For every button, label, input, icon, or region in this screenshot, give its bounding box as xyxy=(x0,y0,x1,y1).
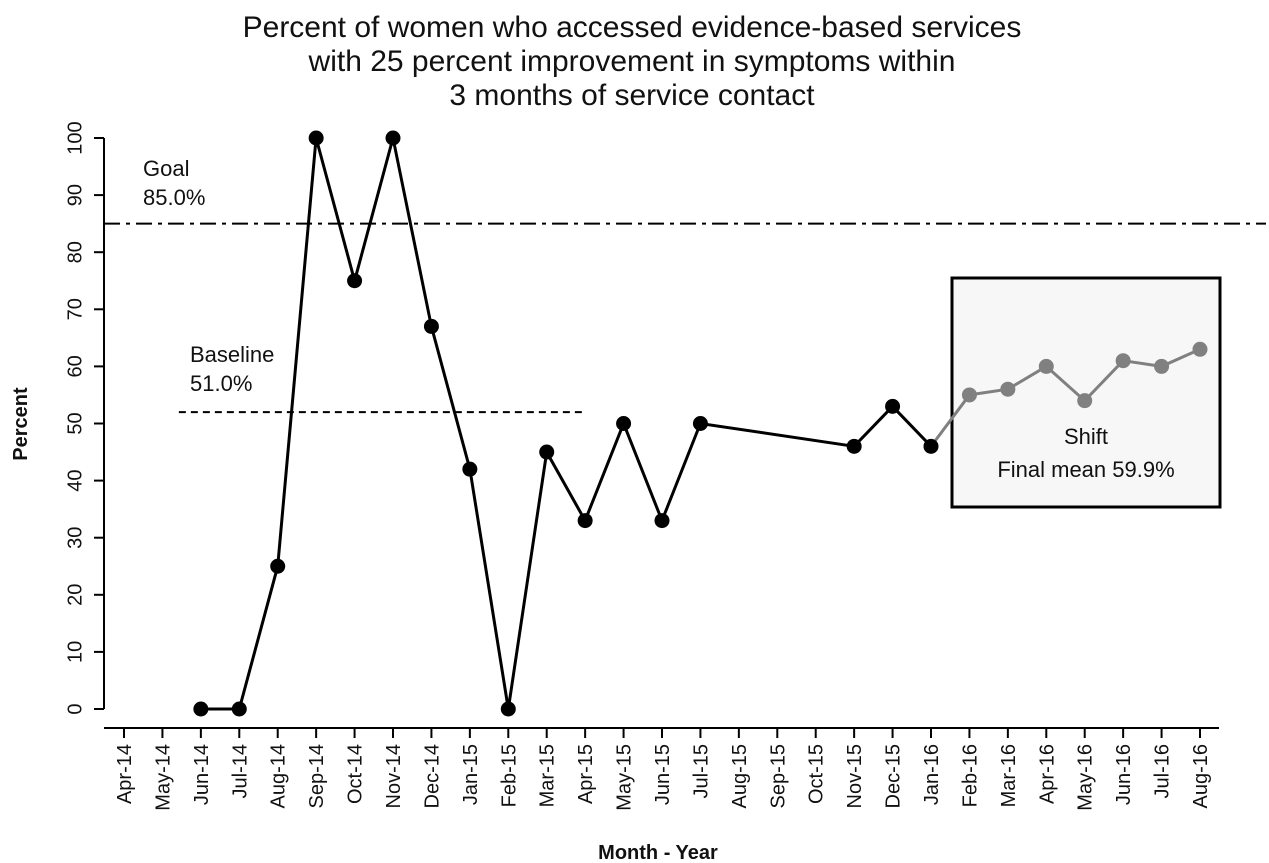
data-point-Oct-14 xyxy=(347,273,363,289)
data-point-May-16 xyxy=(1077,393,1093,409)
final-mean-label: Final mean 59.9% xyxy=(997,457,1174,482)
data-point-Jul-16 xyxy=(1154,358,1170,374)
y-tick-label: 50 xyxy=(64,412,86,434)
x-tick-label: Apr-14 xyxy=(114,744,136,804)
data-point-Jul-15 xyxy=(692,416,708,431)
x-tick-label: Sep-15 xyxy=(767,744,789,809)
data-point-Jan-16 xyxy=(923,438,939,454)
data-point-Jun-16 xyxy=(1115,353,1131,369)
data-point-May-15 xyxy=(616,416,632,431)
data-point-Apr-15 xyxy=(577,513,593,529)
x-tick-label: Apr-15 xyxy=(575,744,597,804)
shift-annotation-box: Shift Final mean 59.9% xyxy=(950,276,1222,509)
chart-title: Percent of women who accessed evidence-b… xyxy=(243,11,1022,112)
data-point-Feb-15 xyxy=(500,701,516,717)
x-tick-label: May-14 xyxy=(152,744,174,811)
x-tick-label: May-15 xyxy=(614,744,636,811)
x-tick-label: Nov-14 xyxy=(383,744,405,808)
x-tick-label: Sep-14 xyxy=(306,744,328,809)
data-point-Jan-15 xyxy=(462,461,478,477)
series-connector xyxy=(929,394,971,448)
title-line-1: Percent of women who accessed evidence-b… xyxy=(243,11,1022,44)
x-tick-label: Jul-15 xyxy=(690,744,712,798)
x-tick-label: Feb-16 xyxy=(959,744,981,807)
data-point-Sep-14 xyxy=(308,130,324,146)
data-point-Dec-15 xyxy=(885,398,901,414)
x-tick-label: Oct-15 xyxy=(806,744,828,804)
x-tick-label: Aug-15 xyxy=(729,744,751,809)
y-tick-label: 20 xyxy=(64,584,86,606)
data-point-Aug-16 xyxy=(1192,341,1208,357)
y-tick-label: 60 xyxy=(64,355,86,377)
x-tick-label: Aug-14 xyxy=(268,744,290,809)
data-point-Jun-14 xyxy=(193,701,209,717)
data-point-Nov-15 xyxy=(846,438,862,454)
shift-box-frame xyxy=(950,276,1222,509)
y-tick-label: 30 xyxy=(64,527,86,549)
data-point-Aug-14 xyxy=(270,558,286,574)
axes: 0 10 20 30 40 50 60 70 80 90 100 Apr-14 May-14 Jun-14… xyxy=(64,121,1219,811)
y-tick-label: 10 xyxy=(64,641,86,663)
data-point-Dec-14 xyxy=(423,318,439,334)
x-tick-label: Aug-16 xyxy=(1190,744,1212,809)
data-point-Apr-16 xyxy=(1038,358,1054,374)
data-point-Nov-14 xyxy=(385,130,401,146)
y-tick-label: 40 xyxy=(64,469,86,491)
x-tick-label: Nov-15 xyxy=(844,744,866,808)
y-tick-label: 100 xyxy=(64,121,86,154)
goal-label: Goal xyxy=(143,156,189,181)
baseline-label: Baseline xyxy=(190,342,274,367)
y-tick-label: 80 xyxy=(64,241,86,263)
y-tick-label: 70 xyxy=(64,298,86,320)
x-tick-label: Jun-14 xyxy=(191,744,213,805)
y-axis-title: Percent xyxy=(10,387,32,461)
y-tick-label: 0 xyxy=(64,703,86,714)
y-tick-label: 90 xyxy=(64,184,86,206)
title-line-2: with 25 percent improvement in symptoms … xyxy=(308,45,956,78)
x-tick-label: Dec-14 xyxy=(421,744,443,808)
x-tick-label: Jul-16 xyxy=(1152,744,1174,798)
data-point-Mar-15 xyxy=(539,444,555,460)
x-tick-label: Jun-16 xyxy=(1113,744,1135,805)
data-point-Mar-16 xyxy=(1000,381,1016,397)
x-axis-title: Month - Year xyxy=(598,842,718,863)
reference-lines: Goal 85.0% Baseline 51.0% xyxy=(104,156,1266,414)
data-point-Jul-14 xyxy=(231,701,247,717)
x-tick-label: Dec-15 xyxy=(883,744,905,808)
title-line-3: 3 months of service contact xyxy=(449,79,815,112)
shift-label: Shift xyxy=(1064,424,1108,449)
x-tick-label: Mar-15 xyxy=(537,744,559,807)
x-tick-label: Feb-15 xyxy=(498,744,520,807)
series-group xyxy=(193,130,1208,717)
x-tick-label: Jan-15 xyxy=(460,744,482,805)
x-tick-label: Apr-16 xyxy=(1036,744,1058,804)
x-tick-label: Oct-14 xyxy=(345,744,367,804)
data-point-Feb-16 xyxy=(961,387,977,403)
x-tick-label: May-16 xyxy=(1075,744,1097,811)
x-tick-label: Jul-14 xyxy=(229,744,251,798)
x-tick-label: Jun-15 xyxy=(652,744,674,805)
baseline-value-label: 51.0% xyxy=(190,371,252,396)
data-point-Jun-15 xyxy=(654,513,670,529)
x-tick-label: Mar-16 xyxy=(998,744,1020,807)
goal-value-label: 85.0% xyxy=(143,185,205,210)
x-tick-label: Jan-16 xyxy=(921,744,943,805)
